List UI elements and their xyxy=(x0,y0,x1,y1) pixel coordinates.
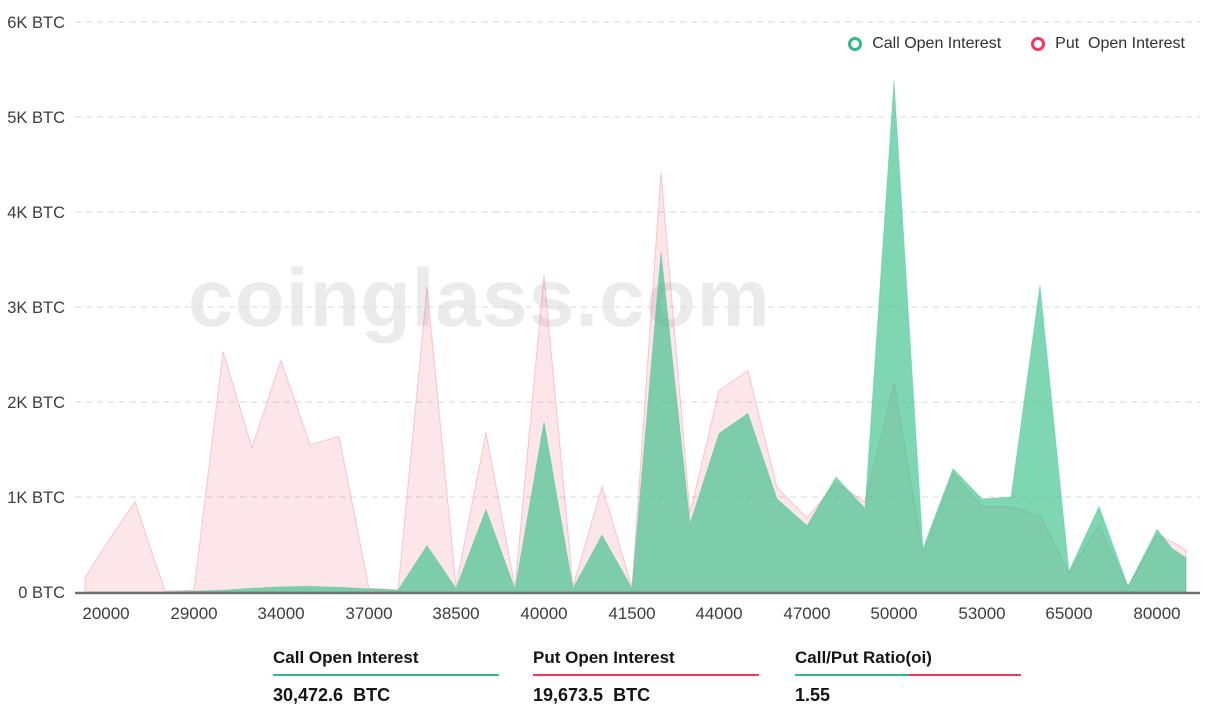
x-axis-label: 80000 xyxy=(1133,604,1180,623)
y-axis-label: 5K BTC xyxy=(7,109,65,127)
call-area[interactable] xyxy=(85,79,1187,593)
legend-label-call: Call Open Interest xyxy=(872,35,1002,52)
y-axis-label: 1K BTC xyxy=(7,489,65,507)
y-axis-label: 6K BTC xyxy=(7,14,65,32)
stat-put-open-interest: Put Open Interest 19,673.5 BTC xyxy=(533,648,759,706)
legend-label-put: Put Open Interest xyxy=(1055,35,1185,52)
x-axis-label: 53000 xyxy=(958,604,1005,623)
x-axis-label: 47000 xyxy=(783,604,830,623)
stat-underline-segment xyxy=(533,674,759,676)
stat-underline-segment xyxy=(273,674,499,676)
stat-ratio-value: 1.55 xyxy=(795,685,831,705)
x-axis-label: 38500 xyxy=(432,604,479,623)
y-axis-label: 2K BTC xyxy=(7,394,65,412)
chart-canvas: 0 BTC 1K BTC 2K BTC 3K BTC 4K BTC 5K BTC 6K BT… xyxy=(7,14,1200,623)
stat-underline-segment xyxy=(908,674,1021,676)
stat-call-underline xyxy=(273,674,499,676)
x-axis-label: 34000 xyxy=(257,604,304,623)
watermark: coinglass.com xyxy=(188,253,771,344)
x-axis-label: 20000 xyxy=(82,604,129,623)
legend-item-call[interactable]: Call Open Interest xyxy=(848,35,1001,53)
stat-call-open-interest: Call Open Interest 30,472.6 BTC xyxy=(273,648,499,706)
x-axis-label: 41500 xyxy=(608,604,655,623)
call-series-dot-icon xyxy=(848,37,863,51)
y-axis-label: 0 BTC xyxy=(18,584,65,602)
x-axis-label: 44000 xyxy=(695,604,742,623)
stat-put-value: 19,673.5 BTC xyxy=(533,685,651,705)
x-axis-label: 50000 xyxy=(870,604,917,623)
x-axis-label: 29000 xyxy=(170,604,217,623)
x-axis-label: 37000 xyxy=(345,604,392,623)
stat-call-value: 30,472.6 BTC xyxy=(273,685,391,705)
stat-underline-segment xyxy=(795,674,908,676)
y-axis-label: 3K BTC xyxy=(7,299,65,317)
legend-item-put[interactable]: Put Open Interest xyxy=(1031,35,1185,53)
x-axis-label: 65000 xyxy=(1045,604,1092,623)
stat-ratio-underline xyxy=(795,674,1021,676)
stat-put-label: Put Open Interest xyxy=(533,648,675,667)
chart-legend: Call Open Interest Put Open Interest xyxy=(848,35,1185,53)
stat-call-put-ratio: Call/Put Ratio(oi) 1.55 xyxy=(795,648,1021,706)
stat-ratio-label: Call/Put Ratio(oi) xyxy=(795,648,932,667)
stat-put-underline xyxy=(533,674,759,676)
y-axis-label: 4K BTC xyxy=(7,204,65,222)
stat-call-label: Call Open Interest xyxy=(273,648,419,667)
put-series-dot-icon xyxy=(1031,37,1046,51)
x-axis-label: 40000 xyxy=(520,604,567,623)
